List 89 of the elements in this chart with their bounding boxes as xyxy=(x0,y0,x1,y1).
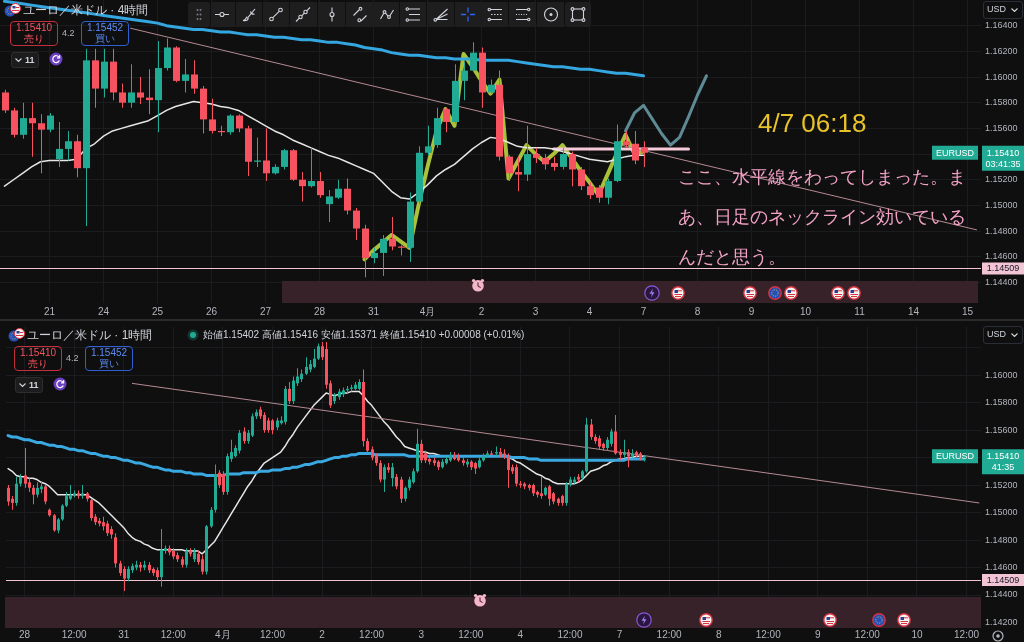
sell-button: 1.15410 売り xyxy=(14,346,62,371)
annotation: EURUSD xyxy=(935,451,975,462)
y-tick-label: 1.14400 xyxy=(985,589,1018,600)
x-tick-label: 9 xyxy=(815,628,822,640)
y-tick-label: 1.15200 xyxy=(985,174,1018,185)
buy-button: 1.15452 買い xyxy=(85,346,133,371)
y-tick-label: 1.14800 xyxy=(985,225,1018,236)
x-tick-label: 8 xyxy=(694,305,701,317)
currency-button: USD xyxy=(983,1,1023,19)
annotation: 1.15452 xyxy=(89,347,129,358)
x-tick-label: 14 xyxy=(907,305,920,317)
annotation: 1.15452 xyxy=(85,22,125,33)
x-tick-label: 3 xyxy=(532,305,539,317)
annotation: 4.2 xyxy=(66,353,79,363)
x-tick-label: 12:00 xyxy=(954,628,980,640)
y-tick-label: 1.15000 xyxy=(985,507,1018,518)
x-tick-label: 12:00 xyxy=(61,628,88,640)
currency-button: USD xyxy=(983,326,1023,344)
x-tick-label: 9 xyxy=(748,305,755,317)
sell-button: 1.15410 売り xyxy=(10,21,58,46)
annotation: 11 xyxy=(25,54,35,66)
y-tick-label: 1.14400 xyxy=(985,276,1018,287)
x-tick-label: 12:00 xyxy=(854,628,881,640)
y-tick-label: 1.14600 xyxy=(985,562,1018,573)
x-tick-label: 21 xyxy=(43,305,56,317)
y-tick-label: 1.15800 xyxy=(985,397,1018,408)
x-tick-label: 2 xyxy=(478,305,485,317)
collapse-button: 11 xyxy=(11,52,39,68)
chart-title: ユーロ／米ドル · 1時間 xyxy=(27,327,153,343)
y-tick-label: 1.16400 xyxy=(985,20,1018,31)
x-tick-label: 28 xyxy=(313,305,326,317)
text: 1.15410 xyxy=(986,147,1020,158)
annotation: 11 xyxy=(29,379,39,391)
annotation: ここ、水平線をわってしまった。まあ、日足のネックライン効いているんだと思う。 xyxy=(678,165,967,269)
y-tick-label: 1.16000 xyxy=(985,71,1018,82)
y-tick-label: 1.14200 xyxy=(985,616,1018,627)
text: 1.15410 xyxy=(986,451,1020,462)
x-tick-label: 8 xyxy=(715,628,722,640)
annotation: 売り xyxy=(23,33,45,44)
x-tick-label: 28 xyxy=(19,628,31,640)
annotation: 4.2 xyxy=(62,28,75,38)
y-tick-label: 1.14600 xyxy=(985,251,1018,262)
x-tick-label: 4月 xyxy=(215,628,231,640)
x-tick-label: 7 xyxy=(640,305,647,317)
annotation: 買い xyxy=(94,33,116,44)
x-tick-label: 4 xyxy=(517,628,524,640)
x-tick-label: 31 xyxy=(118,628,130,640)
annotation: 1.15410 xyxy=(18,347,58,358)
x-tick-label: 31 xyxy=(367,305,380,317)
y-tick-label: 1.15600 xyxy=(985,424,1018,435)
x-tick-label: 12:00 xyxy=(656,628,683,640)
x-tick-label: 4月 xyxy=(419,305,436,317)
y-tick-label: 1.15000 xyxy=(985,199,1018,210)
collapse-button: 11 xyxy=(15,377,43,393)
text: 03:41:35 xyxy=(985,158,1021,169)
x-tick-label: 26 xyxy=(205,305,218,317)
x-tick-label: 10 xyxy=(911,628,923,640)
ref-line-label: 1.14509 xyxy=(986,575,1020,586)
x-tick-label: 12:00 xyxy=(160,628,187,640)
ref-line-label: 1.14509 xyxy=(986,263,1020,274)
y-tick-label: 1.14800 xyxy=(985,534,1018,545)
y-tick-label: 1.16000 xyxy=(985,369,1018,380)
y-tick-label: 1.15600 xyxy=(985,122,1018,133)
x-tick-label: 25 xyxy=(151,305,164,317)
annotation: 買い xyxy=(98,358,120,369)
text: 41:35 xyxy=(991,462,1015,473)
x-tick-label: 12:00 xyxy=(557,628,583,640)
x-tick-label: 12:00 xyxy=(458,628,484,640)
x-tick-label: 24 xyxy=(97,305,110,317)
x-tick-label: 3 xyxy=(418,628,425,640)
x-tick-label: 10 xyxy=(799,305,812,317)
annotation: 売り xyxy=(27,358,49,369)
y-tick-label: 1.15200 xyxy=(985,479,1018,490)
x-tick-label: 27 xyxy=(259,305,272,317)
x-tick-label: 12:00 xyxy=(359,628,385,640)
annotation: EURUSD xyxy=(935,147,975,158)
x-tick-label: 15 xyxy=(961,305,974,317)
buy-button: 1.15452 買い xyxy=(81,21,129,46)
y-tick-label: 1.16200 xyxy=(985,45,1018,56)
x-tick-label: 12:00 xyxy=(259,628,286,640)
annotation: 4/7 06:18 xyxy=(758,108,867,138)
x-tick-label: 2 xyxy=(319,628,326,640)
y-tick-label: 1.15800 xyxy=(985,97,1018,108)
x-tick-label: 4 xyxy=(586,305,593,317)
x-tick-label: 12:00 xyxy=(755,628,782,640)
annotation: 1.15410 xyxy=(14,22,54,33)
x-tick-label: 11 xyxy=(854,305,866,317)
chart-subtitle: 始値1.15402 高値1.15416 安値1.15371 終値1.15410 +0.00008 (+0.01%) xyxy=(203,328,525,342)
x-tick-label: 7 xyxy=(616,628,623,640)
